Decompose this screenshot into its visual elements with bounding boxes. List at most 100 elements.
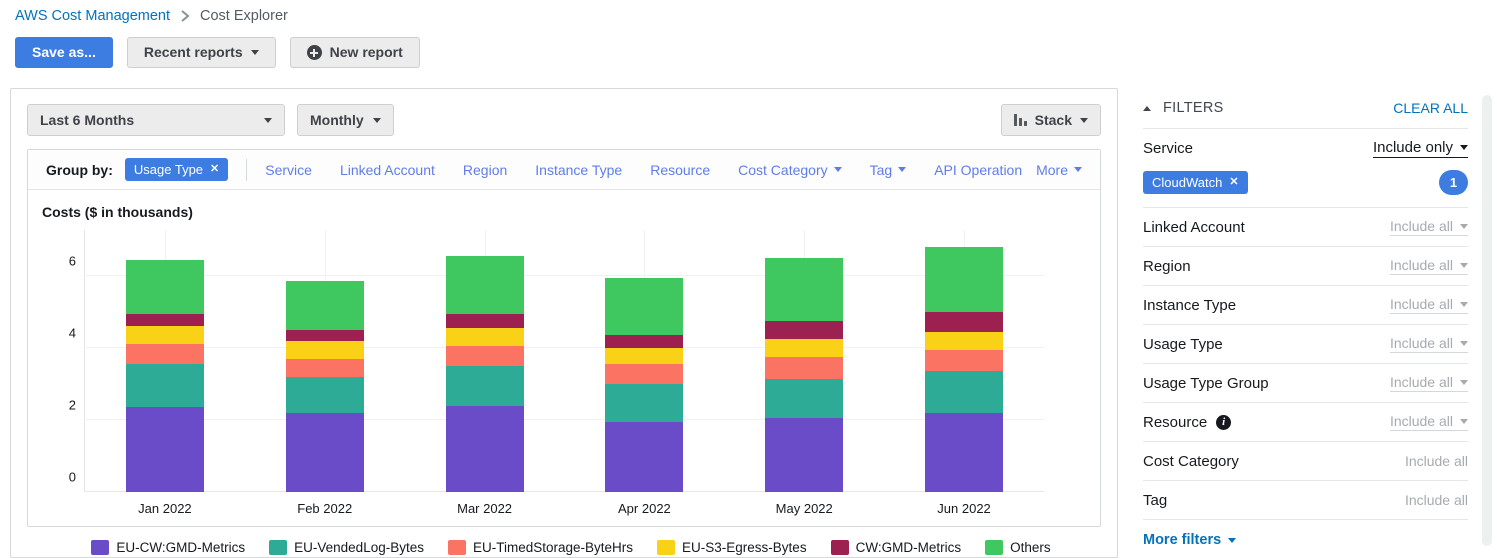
group-by-link-service[interactable]: Service xyxy=(265,162,312,178)
filter-action-linked-account[interactable]: Include all xyxy=(1389,218,1468,236)
filter-row-usage-type-group: Usage Type Group Include all xyxy=(1143,364,1468,403)
bar-segment-eu-timedstorage-bytehrs[interactable] xyxy=(925,349,1004,372)
filter-action-instance-type[interactable]: Include all xyxy=(1389,296,1468,314)
group-by-link-instance-type[interactable]: Instance Type xyxy=(535,162,622,178)
filter-action-region[interactable]: Include all xyxy=(1389,257,1468,275)
bar-segment-eu-cw-gmd-metrics[interactable] xyxy=(605,421,684,492)
filter-action-usage-type-group[interactable]: Include all xyxy=(1389,374,1468,392)
chart-title: Costs ($ in thousands) xyxy=(42,204,193,220)
filter-action-tag[interactable]: Include all xyxy=(1405,492,1468,508)
bar-segment-eu-timedstorage-bytehrs[interactable] xyxy=(285,358,364,377)
bar-segment-cw-gmd-metrics[interactable] xyxy=(285,330,364,341)
filter-chip-cloudwatch[interactable]: CloudWatch ✕ xyxy=(1143,171,1248,194)
filter-label-tag: Tag xyxy=(1143,492,1167,509)
stacked-bar[interactable] xyxy=(125,259,204,492)
recent-reports-button[interactable]: Recent reports xyxy=(126,37,276,69)
plus-circle-icon xyxy=(306,45,322,61)
bar-segment-eu-s3-egress-bytes[interactable] xyxy=(285,340,364,359)
date-range-select[interactable]: Last 6 Months xyxy=(27,104,285,136)
bar-segment-eu-cw-gmd-metrics[interactable] xyxy=(765,418,844,492)
stacked-bar[interactable] xyxy=(765,258,844,492)
group-by-link-linked-account[interactable]: Linked Account xyxy=(340,162,435,178)
stacked-bar[interactable] xyxy=(925,247,1004,492)
filter-action-label: Include all xyxy=(1389,413,1453,429)
filter-action-resource[interactable]: Include all xyxy=(1389,413,1468,431)
bar-segment-eu-vendedlog-bytes[interactable] xyxy=(125,364,204,408)
bar-segment-eu-cw-gmd-metrics[interactable] xyxy=(285,412,364,492)
chip-label: CloudWatch xyxy=(1152,175,1223,190)
close-icon[interactable]: ✕ xyxy=(210,163,220,175)
bar-segment-eu-vendedlog-bytes[interactable] xyxy=(765,378,844,419)
granularity-select[interactable]: Monthly xyxy=(297,104,394,136)
filter-action-cost-category[interactable]: Include all xyxy=(1405,453,1468,469)
caret-down-icon xyxy=(833,167,842,172)
save-as-button[interactable]: Save as... xyxy=(15,37,113,69)
filter-action-label: Include all xyxy=(1404,492,1468,508)
bar-segment-eu-timedstorage-bytehrs[interactable] xyxy=(125,344,204,365)
filter-action-usage-type[interactable]: Include all xyxy=(1389,335,1468,353)
chart-type-select[interactable]: Stack xyxy=(1000,104,1101,136)
bar-segment-others[interactable] xyxy=(605,277,684,336)
bar-segment-cw-gmd-metrics[interactable] xyxy=(925,312,1004,332)
breadcrumb-chevron-icon xyxy=(180,9,190,23)
more-filters-label: More filters xyxy=(1143,532,1222,548)
more-filters-link[interactable]: More filters xyxy=(1143,532,1237,548)
group-by-link-label: Region xyxy=(462,161,508,178)
bar-segment-eu-s3-egress-bytes[interactable] xyxy=(605,348,684,365)
stacked-bar[interactable] xyxy=(445,256,524,492)
bar-segment-eu-vendedlog-bytes[interactable] xyxy=(925,371,1004,413)
chip-label: Usage Type xyxy=(133,162,204,177)
group-by-link-cost-category[interactable]: Cost Category xyxy=(738,162,842,178)
group-by-link-tag[interactable]: Tag xyxy=(870,162,907,178)
group-by-more-link[interactable]: More xyxy=(1036,162,1082,178)
group-by-link-resource[interactable]: Resource xyxy=(650,162,710,178)
clear-all-link[interactable]: CLEAR ALL xyxy=(1393,100,1468,116)
bar-segment-eu-timedstorage-bytehrs[interactable] xyxy=(605,364,684,385)
filter-action-service[interactable]: Include only xyxy=(1372,139,1468,158)
close-icon[interactable]: ✕ xyxy=(1229,176,1239,188)
bar-segment-eu-vendedlog-bytes[interactable] xyxy=(285,376,364,413)
group-by-chip-usage-type[interactable]: Usage Type ✕ xyxy=(124,158,229,181)
bar-segment-cw-gmd-metrics[interactable] xyxy=(125,313,204,327)
bar-segment-others[interactable] xyxy=(925,247,1004,313)
caret-down-icon xyxy=(1460,418,1468,424)
breadcrumb-link-cost-management[interactable]: AWS Cost Management xyxy=(15,8,170,24)
collapse-caret-up-icon[interactable] xyxy=(1143,105,1151,111)
caret-down-icon xyxy=(1460,379,1468,385)
bar-segment-eu-vendedlog-bytes[interactable] xyxy=(445,366,524,406)
x-axis-label: Jan 2022 xyxy=(138,501,192,516)
bar-segment-eu-s3-egress-bytes[interactable] xyxy=(925,331,1004,350)
bar-segment-eu-s3-egress-bytes[interactable] xyxy=(125,326,204,345)
bar-segment-eu-s3-egress-bytes[interactable] xyxy=(445,328,524,347)
group-by-label: Group by: xyxy=(46,161,113,178)
bar-segment-others[interactable] xyxy=(285,281,364,331)
info-icon[interactable]: i xyxy=(1216,414,1232,430)
filter-row-resource: Resource i Include all xyxy=(1143,403,1468,442)
filter-action-label: Include all xyxy=(1389,374,1453,390)
filter-label-text: Usage Type Group xyxy=(1143,374,1269,392)
bar-segment-eu-cw-gmd-metrics[interactable] xyxy=(445,405,524,492)
stacked-bar[interactable] xyxy=(605,277,684,492)
bar-segment-eu-cw-gmd-metrics[interactable] xyxy=(125,407,204,492)
bar-segment-eu-timedstorage-bytehrs[interactable] xyxy=(765,357,844,379)
group-by-link-region[interactable]: Region xyxy=(463,162,507,178)
bar-segment-others[interactable] xyxy=(445,256,524,314)
scrollbar[interactable] xyxy=(1482,95,1492,546)
bar-segment-cw-gmd-metrics[interactable] xyxy=(765,321,844,340)
legend-label: EU-S3-Egress-Bytes xyxy=(682,540,807,555)
legend-item-eu-cw-gmd-metrics: EU-CW:GMD-Metrics xyxy=(91,540,245,555)
new-report-button[interactable]: New report xyxy=(289,37,420,69)
bar-segment-eu-cw-gmd-metrics[interactable] xyxy=(925,412,1004,492)
report-card: Last 6 Months Monthly Stack Group by: Us… xyxy=(10,88,1118,558)
bar-segment-others[interactable] xyxy=(125,259,204,314)
legend-swatch xyxy=(91,540,110,555)
bar-segment-others[interactable] xyxy=(765,258,844,322)
stacked-bar[interactable] xyxy=(285,281,364,492)
bar-segment-cw-gmd-metrics[interactable] xyxy=(445,313,524,329)
bar-segment-cw-gmd-metrics[interactable] xyxy=(605,335,684,349)
chart-container: Group by: Usage Type ✕ Service Linked Acc… xyxy=(27,149,1101,555)
bar-segment-eu-timedstorage-bytehrs[interactable] xyxy=(445,346,524,367)
bar-segment-eu-vendedlog-bytes[interactable] xyxy=(605,384,684,422)
bar-segment-eu-s3-egress-bytes[interactable] xyxy=(765,339,844,358)
group-by-link-api-operation[interactable]: API Operation xyxy=(934,162,1022,178)
